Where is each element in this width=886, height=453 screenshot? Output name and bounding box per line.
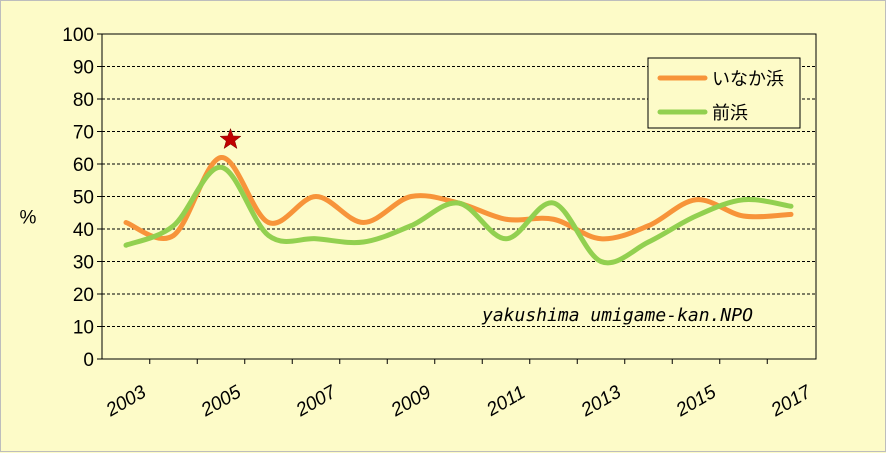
y-tick-label: 10	[73, 318, 94, 339]
y-axis-ticks: 0 10 20 30 40 50 60 70 80 90 100	[62, 25, 102, 371]
x-tick-label: 2013	[577, 382, 625, 422]
y-tick-label: 20	[73, 285, 94, 306]
y-tick-label: 40	[73, 220, 94, 241]
y-tick-label: 80	[73, 90, 94, 111]
credit-text: yakushima umigame-kan.NPO	[481, 305, 753, 326]
y-axis-label: %	[20, 208, 37, 229]
x-tick-label: 2007	[292, 381, 341, 422]
y-tick-label: 70	[73, 123, 94, 144]
x-tick-label: 2017	[767, 381, 816, 422]
x-tick-label: 2009	[387, 382, 435, 422]
x-axis-ticks: 2003 2005 2007 2009 2011 2013 2015 2017	[102, 359, 816, 422]
legend-box	[647, 57, 801, 129]
x-tick-label: 2011	[482, 382, 529, 421]
y-tick-label: 90	[73, 58, 94, 79]
star-icon	[219, 127, 242, 150]
y-tick-label: 100	[62, 25, 94, 46]
y-tick-label: 0	[83, 350, 94, 371]
series-line-2	[123, 164, 794, 266]
y-tick-label: 60	[73, 155, 94, 176]
x-tick-label: 2003	[102, 382, 150, 422]
x-tick-label: 2015	[672, 382, 720, 422]
series-line-1	[123, 155, 794, 242]
y-tick-label: 50	[73, 188, 94, 209]
x-tick-label: 2005	[197, 382, 245, 422]
legend-label: 前浜	[712, 103, 748, 124]
y-tick-label: 30	[73, 253, 94, 274]
series-lines	[123, 155, 794, 266]
legend-label: いなか浜	[712, 69, 784, 90]
star-annotation	[219, 127, 242, 150]
